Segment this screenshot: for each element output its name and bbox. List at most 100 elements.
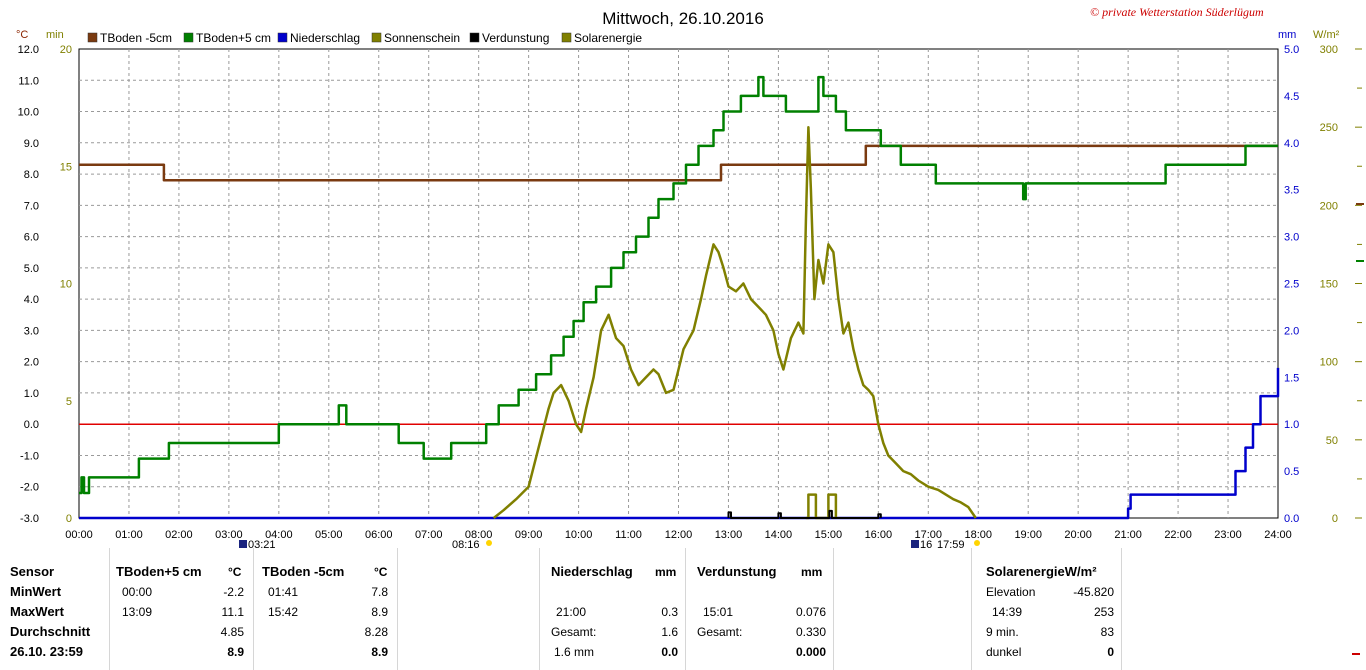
tick-x: 14:00	[765, 529, 793, 541]
tick-mm: 2.5	[1284, 279, 1299, 291]
evap-max-time: 15:01	[703, 605, 734, 619]
legend-label-1: TBoden+5 cm	[196, 31, 271, 45]
tick-x: 16:00	[865, 529, 893, 541]
tb5-min-time: 00:00	[122, 585, 153, 599]
tick-temp: 5.0	[24, 263, 39, 275]
series-line-1	[79, 75, 1278, 495]
legend-label-2: Niederschlag	[290, 31, 360, 45]
evap-sum-value: 0.330	[795, 625, 826, 639]
weather-chart: Mittwoch, 26.10.2016 °C min mm W/m² TBod…	[16, 9, 1362, 548]
evap-max-value: 0.076	[795, 605, 826, 619]
stats-red-marker	[1352, 653, 1360, 655]
tick-temp: 7.0	[24, 200, 39, 212]
tick-mm: 0.0	[1284, 513, 1299, 525]
rain-sum-value: 1.6	[661, 625, 678, 639]
tbm5-avg-value: 8.28	[364, 625, 388, 639]
solar-elevation-label: Elevation	[986, 585, 1036, 599]
rain-unit: mm	[655, 565, 677, 579]
tbm5-max-time: 15:42	[268, 605, 299, 619]
tick-min: 0	[66, 513, 72, 525]
legend-label-5: Solarenergie	[574, 31, 642, 45]
tick-temp: -1.0	[20, 450, 39, 462]
stats-col-empty-2	[834, 548, 972, 670]
tick-min: 15	[60, 161, 72, 173]
tick-x: 13:00	[715, 529, 743, 541]
tbm5-current-value: 8.9	[371, 645, 388, 659]
row-label-current: 26.10. 23:59	[10, 644, 84, 659]
tick-x: 24:00	[1264, 529, 1292, 541]
grid	[78, 48, 1279, 519]
tick-temp: -3.0	[20, 513, 39, 525]
rain-sum-label: Gesamt:	[551, 625, 597, 639]
unit-celsius: °C	[16, 29, 28, 41]
stats-col-tboden+5: TBoden+5 cm °C 00:00 -2.2 13:09 11.1 4.8…	[110, 548, 254, 670]
tb5-min-value: -2.2	[223, 585, 244, 599]
tick-temp: 8.0	[24, 169, 39, 181]
stats-col-labels: Sensor MinWert MaxWert Durchschnitt 26.1…	[0, 548, 110, 670]
unit-wm2: W/m²	[1313, 29, 1340, 41]
sunrise-time-2: 08:16	[452, 539, 480, 548]
tick-temp: 2.0	[24, 357, 39, 369]
stats-col-niederschlag: Niederschlag mm 21:00 0.3 Gesamt: 1.6 1.…	[540, 548, 686, 670]
solar-elevation-value: -45.820	[1073, 585, 1114, 599]
tick-temp: -2.0	[20, 482, 39, 494]
tick-mm: 3.0	[1284, 232, 1299, 244]
tb5-max-time: 13:09	[122, 605, 153, 619]
sunrise-time: 03:21	[248, 539, 276, 548]
tick-x: 02:00	[165, 529, 193, 541]
series-line-2	[79, 367, 1280, 520]
tick-temp: 0.0	[24, 419, 39, 431]
sun-dot-icon-2	[974, 540, 980, 546]
rain-current-value: 0.0	[661, 645, 678, 659]
tick-x: 11:00	[615, 529, 642, 541]
tick-x: 19:00	[1014, 529, 1042, 541]
tbm5-max-value: 8.9	[371, 605, 388, 619]
tick-temp: 10.0	[18, 107, 39, 119]
tick-mm: 4.0	[1284, 138, 1299, 150]
tick-wm2: 50	[1326, 435, 1338, 447]
legend-label-3: Sonnenschein	[384, 31, 460, 45]
tick-mm: 3.5	[1284, 185, 1299, 197]
tick-x: 09:00	[515, 529, 543, 541]
stats-col-solarenergie: SolarenergieW/m² Elevation -45.820 14:39…	[972, 548, 1122, 670]
sunrise-marker-icon	[239, 540, 247, 548]
legend-swatch-0	[87, 32, 98, 43]
solar-max-time: 14:39	[992, 605, 1023, 619]
statistics-table: Sensor MinWert MaxWert Durchschnitt 26.1…	[0, 548, 1366, 670]
solar-title: SolarenergieW/m²	[986, 564, 1097, 579]
tick-x: 07:00	[415, 529, 443, 541]
tick-x: 23:00	[1214, 529, 1242, 541]
rain-max-time: 21:00	[556, 605, 587, 619]
legend-swatch-1	[183, 32, 194, 43]
right-marker-tboden+5	[1356, 260, 1364, 262]
right-marker-tboden-5	[1356, 203, 1364, 205]
stats-col-empty	[398, 548, 540, 670]
tick-wm2: 100	[1320, 357, 1338, 369]
tick-x: 06:00	[365, 529, 393, 541]
tick-wm2: 150	[1320, 279, 1338, 291]
tick-x: 12:00	[665, 529, 693, 541]
station-credit: © private Wetterstation Süderlügum	[1090, 5, 1264, 19]
evap-unit: mm	[801, 565, 823, 579]
legend-swatch-4	[469, 32, 480, 43]
series-line-5	[492, 125, 977, 519]
tick-temp: 6.0	[24, 232, 39, 244]
tick-x: 01:00	[115, 529, 143, 541]
tick-min: 10	[60, 279, 72, 291]
tick-wm2: 200	[1320, 200, 1338, 212]
tick-x: 05:00	[315, 529, 343, 541]
evap-sum-label: Gesamt:	[697, 625, 743, 639]
tick-x: 08:00	[465, 529, 493, 541]
legend-label-4: Verdunstung	[482, 31, 549, 45]
tick-wm2: 0	[1332, 513, 1338, 525]
sunset-marker-icon	[911, 540, 919, 548]
stats-col-tboden-5: TBoden -5cm °C 01:41 7.8 15:42 8.9 8.28 …	[254, 548, 398, 670]
tick-mm: 1.5	[1284, 372, 1299, 384]
tick-x: 17:00	[915, 529, 943, 541]
tick-x: 04:00	[265, 529, 293, 541]
tick-temp: 1.0	[24, 388, 39, 400]
solar-9min-label: 9 min.	[986, 625, 1019, 639]
tb5-current-value: 8.9	[227, 645, 244, 659]
solar-dark-label: dunkel	[986, 645, 1022, 659]
tick-temp: 11.0	[18, 75, 39, 87]
